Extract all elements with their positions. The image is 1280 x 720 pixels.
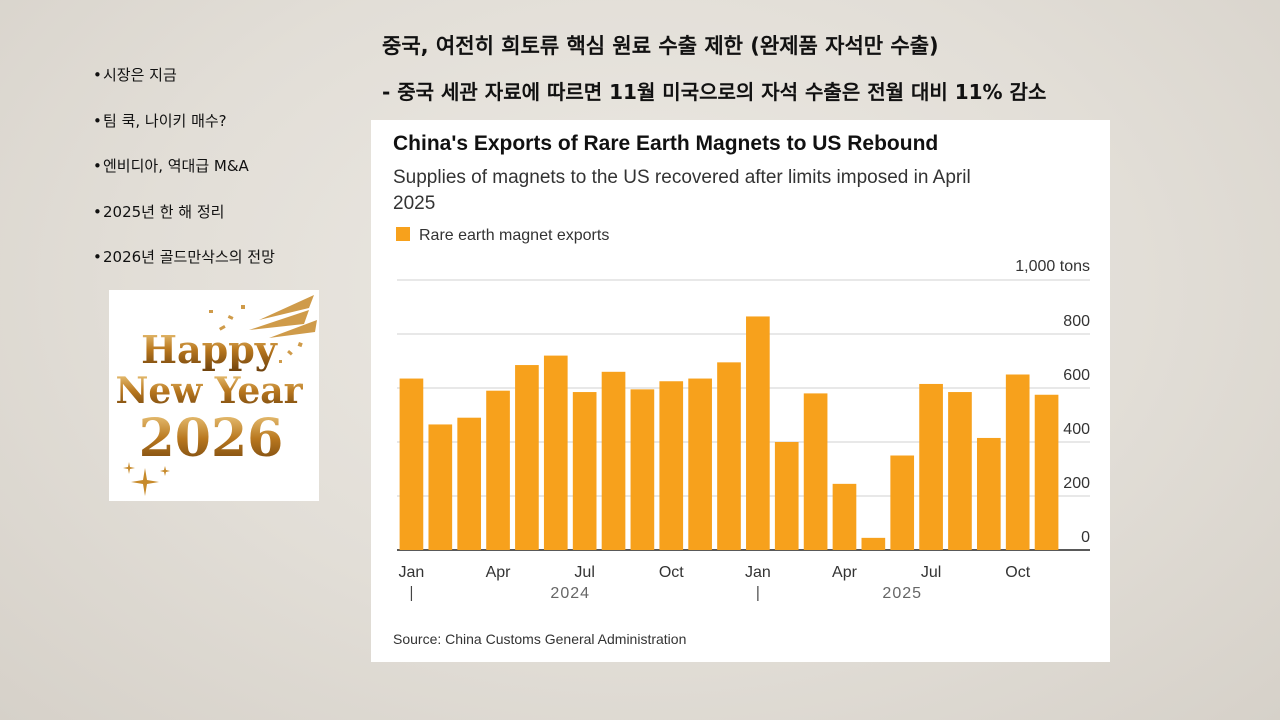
x-tick-label: Apr bbox=[486, 564, 512, 581]
bar bbox=[890, 455, 915, 550]
agenda-item: •2025년 한 해 정리 bbox=[93, 202, 225, 221]
legend-label: Rare earth magnet exports bbox=[419, 227, 609, 244]
bar bbox=[1005, 374, 1030, 550]
gridlines bbox=[397, 279, 1090, 551]
new-year-image: Happy New Year 2026 bbox=[109, 290, 319, 501]
bar-chart: China's Exports of Rare Earth Magnets to… bbox=[393, 132, 1090, 647]
agenda-item-label: 2025년 한 해 정리 bbox=[103, 202, 225, 221]
y-tick-label: 0 bbox=[1081, 529, 1090, 546]
agenda-item-label: 시장은 지금 bbox=[103, 66, 177, 84]
agenda-item: •팀 쿡, 나이키 매수? bbox=[93, 111, 227, 130]
chart-subtitle-line: Supplies of magnets to the US recovered … bbox=[393, 167, 971, 188]
x-tick-label: Oct bbox=[659, 564, 684, 581]
legend-swatch bbox=[396, 227, 410, 241]
bar bbox=[803, 393, 828, 550]
confetti-icon bbox=[209, 295, 317, 363]
bars-group bbox=[399, 316, 1059, 550]
agenda-item: •시장은 지금 bbox=[93, 66, 177, 84]
chart-title: China's Exports of Rare Earth Magnets to… bbox=[393, 132, 938, 155]
agenda-item: •2026년 골드만삭스의 전망 bbox=[93, 248, 275, 266]
bar bbox=[919, 383, 943, 550]
y-tick-label: 600 bbox=[1063, 367, 1090, 384]
bar bbox=[948, 392, 972, 550]
chart-card: China's Exports of Rare Earth Magnets to… bbox=[371, 120, 1110, 662]
bar bbox=[659, 381, 684, 550]
slide-subtitle: - 중국 세관 자료에 따르면 11월 미국으로의 자석 수출은 전월 대비 1… bbox=[382, 80, 1047, 104]
bar bbox=[832, 483, 857, 550]
bar bbox=[457, 417, 482, 550]
y-tick-label: 800 bbox=[1063, 313, 1090, 330]
new-year-text: New Year bbox=[115, 370, 303, 412]
bar bbox=[428, 424, 453, 550]
y-tick-label: 200 bbox=[1063, 475, 1090, 492]
year-label: 2024 bbox=[550, 585, 590, 602]
agenda-item-label: 2026년 골드만삭스의 전망 bbox=[103, 248, 275, 266]
x-tick-label: Jan bbox=[399, 564, 425, 581]
agenda-item-label: 팀 쿡, 나이키 매수? bbox=[103, 111, 227, 130]
bar bbox=[774, 442, 799, 550]
y-tick-labels: 0 200 400 600 800 bbox=[1063, 313, 1090, 546]
y-axis-unit-label: 1,000 tons bbox=[1015, 258, 1090, 275]
x-tick-label: Jan bbox=[745, 564, 771, 581]
bar bbox=[630, 389, 655, 550]
slide-title: 중국, 여전히 희토류 핵심 원료 수출 제한 (완제품 자석만 수출) bbox=[382, 34, 939, 58]
agenda-list: •시장은 지금 •팀 쿡, 나이키 매수? •엔비디아, 역대급 M&A •20… bbox=[93, 64, 275, 292]
bar bbox=[486, 390, 510, 550]
bar bbox=[515, 365, 539, 550]
x-tick-label: Jul bbox=[574, 564, 594, 581]
happy-text: Happy bbox=[141, 327, 278, 372]
bar bbox=[601, 371, 626, 550]
bar bbox=[543, 355, 568, 550]
bar bbox=[1034, 394, 1059, 550]
bar bbox=[572, 392, 597, 550]
x-tick-label: Oct bbox=[1005, 564, 1030, 581]
bar bbox=[976, 437, 1001, 550]
chart-source: Source: China Customs General Administra… bbox=[393, 631, 686, 647]
bar bbox=[399, 378, 424, 550]
x-tick-label: Jul bbox=[921, 564, 941, 581]
agenda-item-label: 엔비디아, 역대급 M&A bbox=[103, 157, 249, 175]
year-label: 2025 bbox=[882, 585, 922, 602]
agenda-item: •엔비디아, 역대급 M&A bbox=[93, 157, 249, 175]
x-tick-labels: Jan Apr Jul Oct Jan Apr Jul Oct 2024 2025 bbox=[399, 564, 1031, 602]
x-tick-label: Apr bbox=[832, 564, 858, 581]
chart-subtitle-line: 2025 bbox=[393, 193, 435, 214]
bar bbox=[688, 378, 712, 550]
new-year-graphic: Happy New Year 2026 bbox=[115, 295, 317, 496]
year-text: 2026 bbox=[139, 408, 284, 469]
bar bbox=[746, 316, 770, 550]
bar bbox=[717, 362, 741, 550]
sparkle-icon bbox=[123, 462, 170, 496]
y-tick-label: 400 bbox=[1063, 421, 1090, 438]
bar bbox=[861, 537, 886, 550]
